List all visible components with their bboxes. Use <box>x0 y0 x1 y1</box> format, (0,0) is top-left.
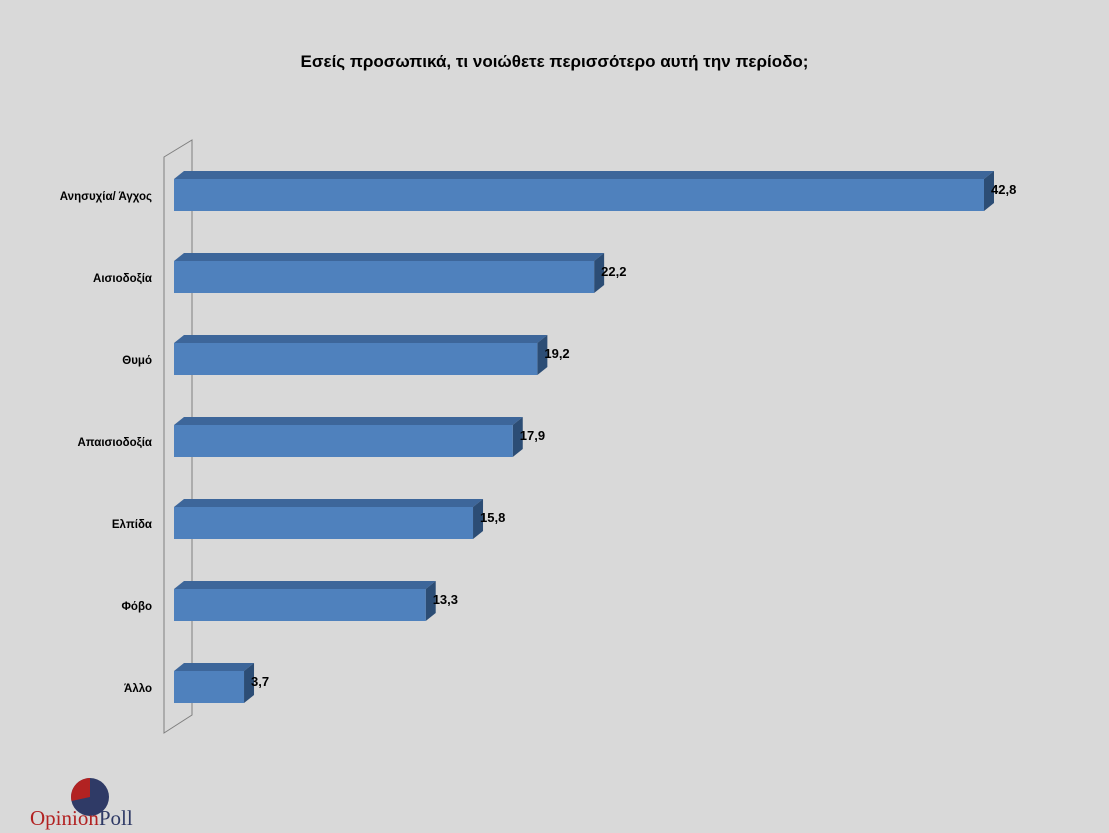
axis-depth-wall <box>163 139 193 734</box>
category-label-6: Άλλο <box>124 683 152 695</box>
category-label-5: Φόβο <box>121 601 152 613</box>
bar-side-5 <box>425 581 436 621</box>
category-label-4: Ελπίδα <box>112 519 152 531</box>
logo-wordmark: OpinionPoll <box>30 806 133 831</box>
bar-2 <box>174 343 538 375</box>
axis-wall <box>163 139 193 734</box>
bar-side-0 <box>984 171 994 211</box>
bar-side-3 <box>512 417 523 457</box>
value-label-1: 22,2 <box>601 264 626 279</box>
labels-group: Ανησυχία/ Άγχος 42,8 Αισιοδοξία 22,2 Θυμό 19,… <box>60 182 1017 695</box>
bar-side-2 <box>537 335 548 375</box>
bar-3 <box>174 425 513 457</box>
category-label-0: Ανησυχία/ Άγχος <box>60 191 152 203</box>
bar-0 <box>174 179 984 211</box>
bar-top-4 <box>174 499 484 507</box>
logo-word-poll: Poll <box>98 806 133 830</box>
bar-side-4 <box>473 499 484 539</box>
bar-side-6 <box>244 663 255 703</box>
opinionpoll-logo-icon <box>71 778 109 816</box>
chart-title: Εσείς προσωπικά, τι νοιώθετε περισσότερο… <box>300 52 809 71</box>
value-label-2: 19,2 <box>544 346 569 361</box>
bar-side-1 <box>594 253 605 293</box>
bar-top-3 <box>174 417 523 425</box>
bar-top-5 <box>174 581 436 589</box>
value-label-0: 42,8 <box>991 182 1016 197</box>
category-label-3: Απαισιοδοξία <box>77 437 152 449</box>
value-label-3: 17,9 <box>520 428 545 443</box>
bar-chart: Ανησυχία/ Άγχος 42,8 Αισιοδοξία 22,2 Θυμό 19,… <box>60 139 1017 734</box>
bar-top-1 <box>174 253 605 261</box>
bar-6 <box>174 671 245 703</box>
bar-top-2 <box>174 335 548 343</box>
bar-5 <box>174 589 426 621</box>
value-label-6: 3,7 <box>251 674 269 689</box>
logo-word-opinion: Opinion <box>30 806 99 830</box>
category-label-1: Αισιοδοξία <box>93 273 152 285</box>
value-label-5: 13,3 <box>433 592 458 607</box>
bar-top-0 <box>174 171 994 179</box>
category-label-2: Θυμό <box>122 355 152 367</box>
bars-group <box>174 171 994 703</box>
bar-1 <box>174 261 595 293</box>
bar-top-6 <box>174 663 255 671</box>
bar-4 <box>174 507 474 539</box>
value-label-4: 15,8 <box>480 510 505 525</box>
